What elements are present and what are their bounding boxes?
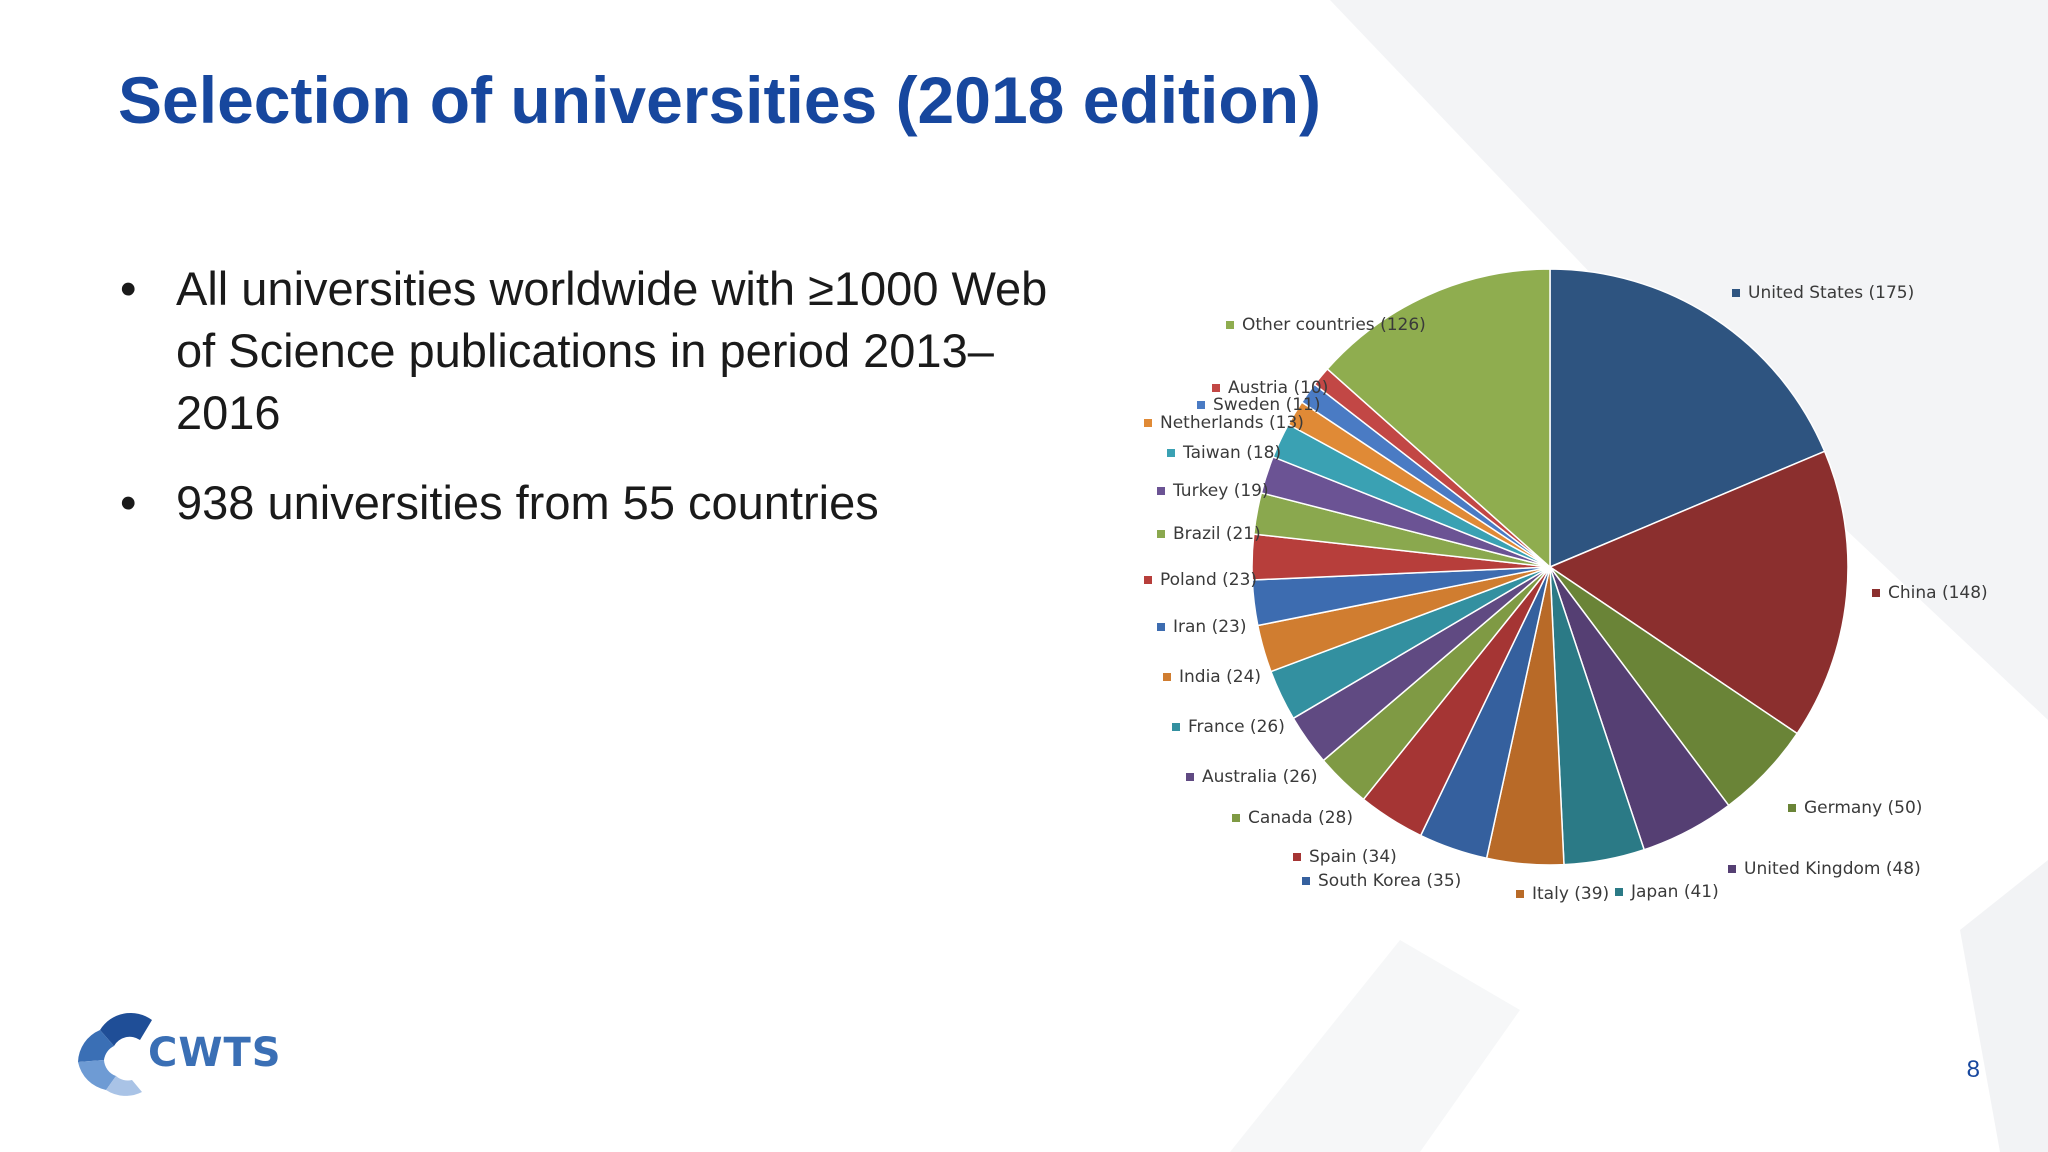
pie-chart: United States (175) China (148) Germany (5… <box>1144 268 1988 904</box>
legend-swatch <box>1167 449 1175 457</box>
pie-label-text: France (26) <box>1188 717 1285 737</box>
pie-label-text: Taiwan (18) <box>1182 443 1281 463</box>
legend-swatch <box>1788 804 1796 812</box>
legend-swatch <box>1293 853 1301 861</box>
pie-label-germany: Germany (50) <box>1788 798 1922 818</box>
page-number: 8 <box>1966 1056 1980 1083</box>
legend-swatch <box>1157 623 1165 631</box>
bullet-item-criteria: • All universities worldwide with ≥1000 … <box>118 258 1078 444</box>
legend-swatch <box>1232 814 1240 822</box>
bullet-symbol: • <box>120 476 137 529</box>
background-shape-right <box>1960 860 2048 1152</box>
pie-label-text: Poland (23) <box>1160 570 1257 590</box>
legend-swatch <box>1732 289 1740 297</box>
bullet-item-count: • 938 universities from 55 countries <box>118 472 1078 534</box>
pie-slice-china <box>1548 450 1849 735</box>
legend-swatch <box>1212 384 1220 392</box>
pie-label-netherlands: Netherlands (13) <box>1144 413 1304 433</box>
pie-label-france: France (26) <box>1172 717 1285 737</box>
pie-label-other-countries: Other countries (126) <box>1226 315 1426 335</box>
background-shape-bottom <box>1230 940 1520 1152</box>
legend-swatch <box>1172 723 1180 731</box>
pie-label-text: United Kingdom (48) <box>1744 859 1921 879</box>
pie-label-austria: Austria (10) <box>1212 378 1328 398</box>
bullet-list: • All universities worldwide with ≥1000 … <box>118 258 1078 562</box>
pie-label-australia: Australia (26) <box>1186 767 1318 787</box>
pie-label-text: United States (175) <box>1748 283 1914 303</box>
pie-slices <box>1251 268 1849 866</box>
pie-label-text: Canada (28) <box>1248 808 1353 828</box>
pie-label-india: India (24) <box>1163 667 1261 687</box>
legend-swatch <box>1615 888 1623 896</box>
legend-swatch <box>1516 890 1524 898</box>
pie-label-text: Austria (10) <box>1228 378 1328 398</box>
pie-label-china: China (148) <box>1872 583 1988 603</box>
pie-label-text: India (24) <box>1179 667 1261 687</box>
pie-label-japan: Japan (41) <box>1615 882 1719 902</box>
pie-label-iran: Iran (23) <box>1157 617 1247 637</box>
pie-label-united-states: United States (175) <box>1732 283 1914 303</box>
bullet-text-criteria: All universities worldwide with ≥1000 We… <box>176 262 1048 439</box>
pie-slice-united-states <box>1549 268 1826 569</box>
pie-label-text: Italy (39) <box>1532 884 1609 904</box>
pie-labels: United States (175) China (148) Germany (5… <box>1144 283 1988 904</box>
legend-swatch <box>1728 865 1736 873</box>
pie-label-sweden: Sweden (11) <box>1197 395 1320 415</box>
pie-label-text: Germany (50) <box>1804 798 1922 818</box>
pie-slice-other-countries <box>1326 268 1551 569</box>
legend-swatch <box>1302 877 1310 885</box>
pie-label-spain: Spain (34) <box>1293 847 1397 867</box>
pie-label-united-kingdom: United Kingdom (48) <box>1728 859 1921 879</box>
pie-label-text: South Korea (35) <box>1318 871 1461 891</box>
pie-label-canada: Canada (28) <box>1232 808 1353 828</box>
logo-text: CWTS <box>148 1030 282 1076</box>
legend-swatch <box>1144 419 1152 427</box>
cwts-logo-mark <box>78 1012 152 1096</box>
pie-label-text: Australia (26) <box>1202 767 1318 787</box>
bullet-symbol: • <box>120 262 137 315</box>
cwts-logo <box>78 1012 152 1096</box>
legend-swatch <box>1144 576 1152 584</box>
pie-label-text: Netherlands (13) <box>1160 413 1304 433</box>
legend-swatch <box>1157 487 1165 495</box>
pie-label-taiwan: Taiwan (18) <box>1167 443 1281 463</box>
legend-swatch <box>1157 530 1165 538</box>
pie-label-text: Japan (41) <box>1630 882 1719 902</box>
pie-label-text: Turkey (19) <box>1172 481 1269 501</box>
legend-swatch <box>1197 401 1205 409</box>
legend-swatch <box>1163 673 1171 681</box>
pie-label-text: Spain (34) <box>1309 847 1397 867</box>
pie-label-south-korea: South Korea (35) <box>1302 871 1461 891</box>
bullet-text-count: 938 universities from 55 countries <box>176 476 879 529</box>
pie-label-italy: Italy (39) <box>1516 884 1609 904</box>
pie-label-brazil: Brazil (21) <box>1157 524 1261 544</box>
pie-label-poland: Poland (23) <box>1144 570 1257 590</box>
legend-swatch <box>1186 773 1194 781</box>
legend-swatch <box>1872 589 1880 597</box>
pie-label-text: Brazil (21) <box>1173 524 1261 544</box>
pie-label-turkey: Turkey (19) <box>1157 481 1269 501</box>
pie-label-text: Other countries (126) <box>1242 315 1426 335</box>
pie-label-text: Sweden (11) <box>1213 395 1320 415</box>
slide-title: Selection of universities (2018 edition) <box>118 63 1321 137</box>
pie-label-text: Iran (23) <box>1173 617 1247 637</box>
legend-swatch <box>1226 321 1234 329</box>
pie-label-text: China (148) <box>1888 583 1988 603</box>
